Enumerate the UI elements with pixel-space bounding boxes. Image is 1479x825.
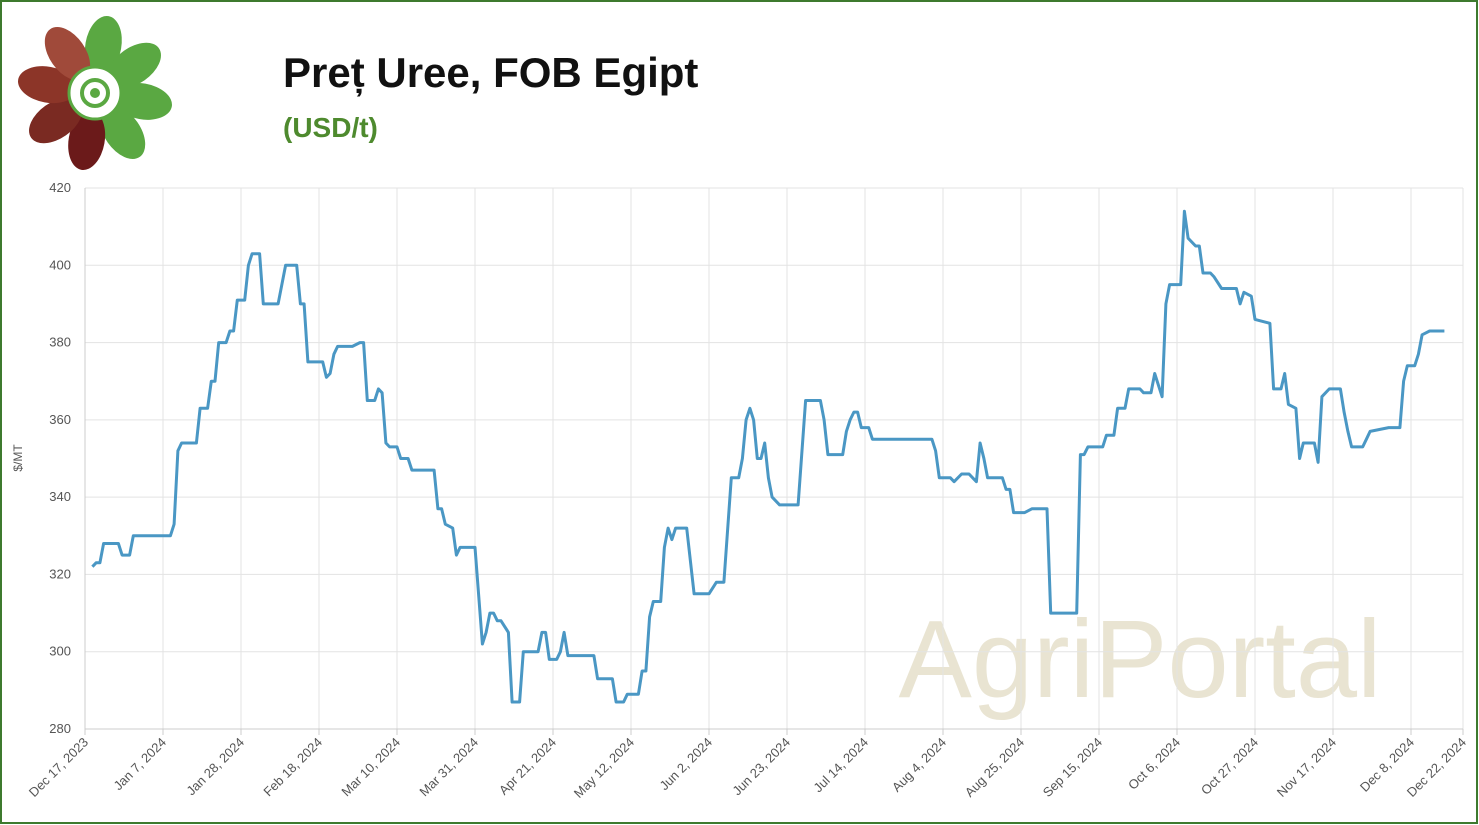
- logo: [18, 16, 172, 170]
- y-tick-label: 380: [49, 335, 71, 350]
- y-axis-label: $/MT: [11, 444, 25, 472]
- watermark: AgriPortal: [899, 598, 1382, 721]
- y-tick-label: 320: [49, 566, 71, 581]
- y-tick-label: 360: [49, 412, 71, 427]
- chart-title: Preț Uree, FOB Egipt: [283, 49, 698, 97]
- y-tick-label: 280: [49, 721, 71, 736]
- y-tick-label: 300: [49, 644, 71, 659]
- data-line: [91, 209, 1445, 704]
- y-tick-label: 400: [49, 257, 71, 272]
- y-tick-label: 340: [49, 489, 71, 504]
- y-tick-label: 420: [49, 180, 71, 195]
- chart-subtitle: (USD/t): [283, 112, 378, 143]
